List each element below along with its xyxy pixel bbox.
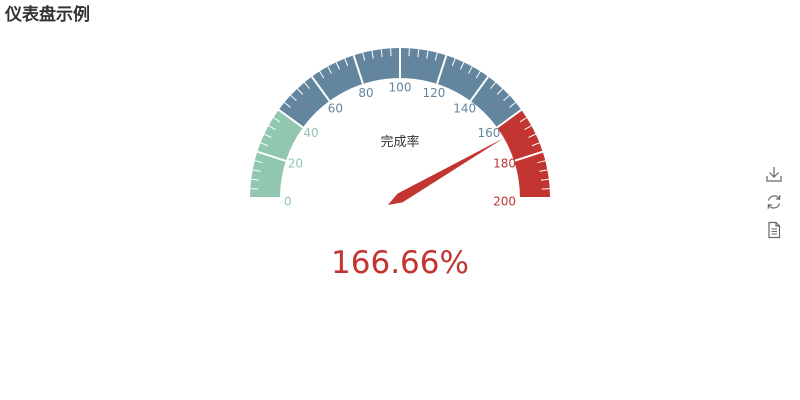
save-image-button[interactable]	[764, 164, 784, 184]
restore-button[interactable]	[764, 192, 784, 212]
gauge-minor-tick	[509, 102, 516, 108]
gauge-axis-label: 80	[358, 86, 373, 100]
gauge-split-line	[278, 109, 304, 129]
gauge-minor-tick	[260, 142, 269, 147]
gauge-color-band-1	[278, 48, 522, 128]
gauge-split-line	[311, 76, 331, 102]
gauge-minor-tick	[335, 62, 340, 70]
gauge-minor-tick	[344, 58, 349, 67]
gauge-split-line	[352, 55, 364, 85]
gauge-color-band-2	[497, 109, 550, 198]
page-title: 仪表盘示例	[5, 5, 90, 25]
gauge-axis-label: 200	[493, 195, 516, 209]
gauge-minor-tick	[540, 178, 549, 181]
gauge-minor-tick	[251, 178, 260, 181]
gauge-minor-tick	[490, 82, 496, 89]
gauge-split-line	[513, 150, 543, 162]
gauge-color-band-0	[250, 109, 303, 198]
download-icon	[766, 167, 782, 182]
gauge-pointer	[387, 137, 504, 206]
gauge-series-title: 完成率	[380, 134, 419, 150]
gauge-minor-tick	[284, 102, 291, 108]
gauge-minor-tick	[304, 82, 310, 89]
gauge-minor-tick	[496, 88, 504, 95]
data-view-button[interactable]	[764, 220, 784, 240]
gauge-minor-tick	[460, 62, 465, 70]
gauge-minor-tick	[273, 117, 281, 123]
gauge-minor-tick	[390, 48, 392, 57]
gauge-minor-tick	[519, 117, 527, 123]
gauge-detail-value: 166.66%	[331, 245, 469, 281]
gauge-minor-tick	[371, 50, 374, 59]
gauge-minor-tick	[531, 142, 540, 147]
gauge-minor-tick	[252, 169, 261, 172]
gauge-minor-tick	[268, 125, 276, 131]
refresh-icon	[767, 195, 781, 209]
gauge-minor-tick	[467, 66, 473, 74]
gauge-split-line	[496, 109, 522, 129]
gauge-axis-label: 20	[288, 157, 303, 171]
gauge-axis-line	[250, 48, 550, 198]
gauge-minor-tick	[250, 188, 259, 190]
gauge-axis-label: 60	[328, 102, 343, 116]
gauge-minor-tick	[434, 52, 438, 61]
gauge-minor-tick	[264, 133, 272, 138]
gauge-minor-tick	[528, 133, 536, 138]
gauge-minor-tick	[417, 49, 420, 58]
gauge-minor-tick	[503, 94, 510, 102]
gauge-axis-label: 100	[389, 81, 412, 95]
gauge-minor-ticks	[250, 48, 550, 190]
gauge-axis-label: 140	[453, 102, 476, 116]
gauge-axis-label: 0	[284, 195, 292, 209]
gauge-split-lines	[250, 48, 550, 199]
gauge-split-line	[469, 76, 489, 102]
gauge-minor-tick	[408, 48, 410, 57]
gauge-minor-tick	[524, 125, 532, 131]
gauge-minor-tick	[254, 160, 263, 164]
gauge-minor-tick	[327, 66, 333, 74]
gauge-axis-label: 40	[303, 126, 318, 140]
gauge-minor-tick	[296, 88, 304, 95]
document-icon	[768, 221, 781, 239]
gauge-axis-label: 180	[493, 157, 516, 171]
gauge-minor-tick	[362, 52, 366, 61]
gauge-minor-tick	[380, 49, 383, 58]
chart-toolbox	[764, 164, 784, 248]
gauge-minor-tick	[451, 58, 456, 67]
gauge-axis-label: 160	[478, 126, 501, 140]
gauge-minor-tick	[541, 188, 550, 190]
gauge-minor-tick	[290, 94, 297, 102]
gauge-split-line	[436, 55, 448, 85]
gauge-minor-tick	[537, 160, 546, 164]
gauge-minor-tick	[475, 71, 481, 79]
gauge-minor-tick	[539, 169, 548, 172]
gauge-split-line	[257, 150, 287, 162]
gauge-minor-tick	[319, 71, 325, 79]
gauge-minor-tick	[426, 50, 429, 59]
gauge-axis-label: 120	[423, 86, 446, 100]
